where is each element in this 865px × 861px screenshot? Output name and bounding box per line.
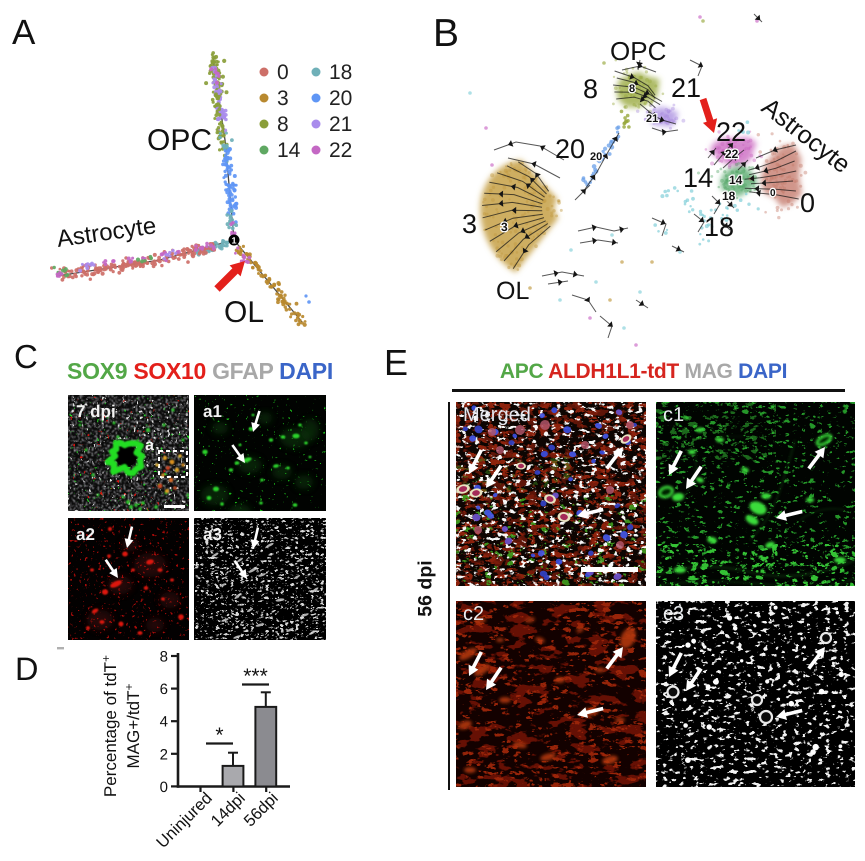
svg-text:18: 18: [722, 189, 736, 203]
svg-text:0: 0: [277, 61, 289, 84]
svg-text:a2: a2: [76, 525, 95, 544]
svg-text:Merged: Merged: [463, 404, 531, 426]
svg-text:18: 18: [329, 61, 352, 84]
svg-text:c1: c1: [663, 404, 684, 426]
svg-text:22: 22: [329, 139, 352, 162]
svg-text:8: 8: [629, 83, 635, 95]
svg-text:MAG+/tdT+: MAG+/tdT+: [122, 684, 143, 769]
svg-text:20: 20: [555, 134, 585, 164]
svg-text:OPC: OPC: [610, 36, 666, 66]
svg-text:4: 4: [160, 714, 168, 731]
svg-text:56dpi: 56dpi: [241, 789, 282, 830]
svg-text:21: 21: [671, 73, 701, 103]
svg-text:c2: c2: [463, 603, 484, 625]
svg-text:18: 18: [704, 212, 734, 242]
svg-text:3: 3: [462, 209, 477, 239]
svg-text:a1: a1: [203, 402, 222, 421]
svg-text:0: 0: [800, 188, 815, 218]
svg-text:6: 6: [160, 681, 168, 698]
svg-text:8: 8: [160, 649, 168, 666]
svg-text:14: 14: [729, 173, 743, 187]
svg-text:Uninjured: Uninjured: [153, 789, 216, 852]
svg-text:3: 3: [277, 87, 289, 110]
svg-text:2: 2: [160, 746, 168, 763]
svg-text:OL: OL: [224, 296, 264, 329]
svg-text:D: D: [15, 651, 38, 687]
svg-text:22: 22: [716, 117, 746, 147]
svg-text:8: 8: [277, 113, 289, 136]
svg-text:14: 14: [277, 139, 301, 162]
svg-text:3: 3: [501, 220, 508, 234]
svg-text:8: 8: [583, 74, 598, 104]
svg-text:OPC: OPC: [147, 124, 212, 157]
svg-text:14dpi: 14dpi: [208, 789, 249, 830]
svg-text:a3: a3: [203, 525, 222, 544]
svg-text:*: *: [215, 724, 223, 747]
svg-text:0: 0: [160, 779, 168, 796]
svg-text:OL: OL: [496, 277, 529, 305]
svg-text:Percentage of tdT+: Percentage of tdT+: [99, 655, 120, 797]
svg-text:a: a: [145, 437, 154, 454]
svg-text:***: ***: [243, 665, 268, 688]
svg-text:22: 22: [725, 147, 739, 161]
svg-text:A: A: [12, 13, 36, 52]
svg-text:14: 14: [683, 163, 713, 193]
svg-text:21: 21: [646, 113, 658, 125]
svg-text:1: 1: [231, 236, 236, 246]
svg-text:7 dpi: 7 dpi: [76, 402, 116, 421]
svg-text:20: 20: [329, 87, 352, 110]
svg-text:0: 0: [770, 188, 776, 199]
svg-text:c3: c3: [663, 603, 684, 625]
svg-text:20: 20: [590, 151, 602, 163]
svg-text:21: 21: [329, 113, 352, 136]
svg-text:B: B: [433, 12, 459, 55]
